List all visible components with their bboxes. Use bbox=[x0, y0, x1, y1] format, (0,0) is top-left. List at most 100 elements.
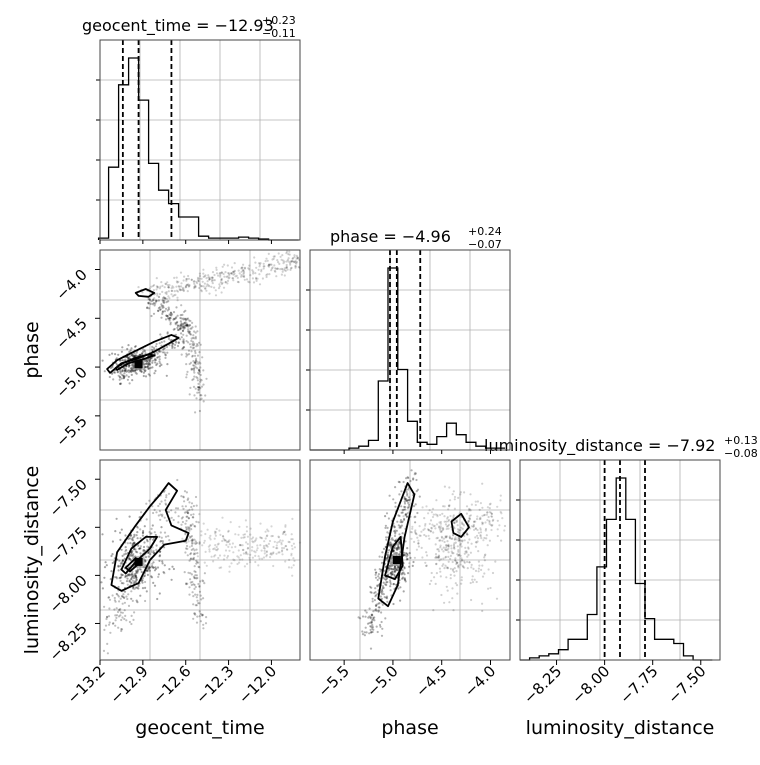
panel-geocent-distance-sample-point bbox=[153, 531, 156, 534]
panel-geocent-distance-sample-point bbox=[209, 534, 212, 537]
panel-geocent-phase-sample-point bbox=[285, 252, 288, 255]
panel-geocent-phase-sample-point bbox=[153, 359, 156, 362]
panel-phase-distance-sample-point bbox=[397, 514, 400, 517]
panel-geocent-phase-sample-point bbox=[196, 385, 200, 389]
panel-geocent-distance-sample-point bbox=[248, 556, 251, 559]
panel-geocent-phase-sample-point bbox=[184, 324, 187, 327]
panel-phase-distance-sample-point bbox=[445, 585, 448, 588]
panel-phase-distance-sample-point bbox=[379, 570, 382, 573]
panel-phase-distance-sample-point bbox=[447, 524, 450, 528]
panel-phase-distance-sample-point bbox=[414, 515, 417, 519]
panel-phase-distance-sample-point bbox=[369, 617, 372, 620]
panel-geocent-distance-sample-point bbox=[135, 569, 138, 573]
panel-geocent-distance-sample-point bbox=[130, 554, 134, 558]
panel-phase-distance-sample-point bbox=[423, 533, 426, 537]
panel-geocent-distance-sample-point bbox=[267, 530, 270, 533]
panel-geocent-phase-sample-point bbox=[191, 326, 194, 329]
panel-geocent-distance-sample-point bbox=[130, 581, 133, 585]
panel-geocent-distance-sample-point bbox=[118, 577, 121, 580]
panel-phase-distance-sample-point bbox=[397, 547, 400, 551]
panel-phase-distance-sample-point bbox=[471, 575, 474, 578]
panel-geocent-phase-sample-point bbox=[258, 263, 261, 266]
panel-geocent-distance-sample-point bbox=[129, 542, 132, 545]
panel-phase-distance-sample-point bbox=[448, 504, 451, 507]
panel-phase-distance-sample-point bbox=[461, 527, 464, 531]
panel-geocent-distance-sample-point bbox=[124, 534, 127, 537]
ylabel-phase: phase bbox=[21, 321, 43, 378]
panel-geocent-distance-sample-point bbox=[283, 530, 286, 533]
panel-phase-distance-sample-point bbox=[474, 503, 477, 507]
panel-geocent-phase-sample-point bbox=[276, 267, 279, 270]
panel-phase-distance-sample-point bbox=[392, 602, 395, 606]
panel-geocent-phase-ytick-label: −5.0 bbox=[52, 363, 90, 401]
panel-geocent-distance-sample-point bbox=[132, 618, 135, 622]
panel-geocent-phase-sample-point bbox=[112, 378, 115, 381]
panel-geocent-phase-sample-point bbox=[296, 257, 299, 260]
panel-geocent-distance-sample-point bbox=[203, 561, 206, 564]
panel-geocent-distance-sample-point bbox=[111, 561, 114, 565]
panel-phase-distance-sample-point bbox=[393, 569, 396, 572]
panel-geocent-distance-sample-point bbox=[121, 554, 124, 558]
panel-phase-distance-sample-point bbox=[375, 609, 378, 612]
panel-geocent-distance-sample-point bbox=[121, 560, 124, 563]
panel-geocent-phase-sample-point bbox=[190, 278, 193, 281]
panel-phase-distance-sample-point bbox=[437, 554, 440, 557]
panel-phase-distance-sample-point bbox=[389, 585, 392, 588]
panel-geocent-distance-sample-point bbox=[152, 566, 155, 569]
panel-geocent-phase-sample-point bbox=[224, 281, 227, 284]
panel-geocent-distance-sample-point bbox=[116, 594, 119, 597]
panel-phase-distance-sample-point bbox=[435, 523, 439, 526]
panel-geocent-phase-sample-point bbox=[198, 274, 202, 278]
panel-phase-distance-sample-point bbox=[402, 590, 405, 593]
panel-geocent-distance-sample-point bbox=[203, 572, 206, 575]
panel-geocent-distance-sample-point bbox=[119, 611, 123, 614]
panel-phase-distance-sample-point bbox=[389, 572, 392, 575]
panel-geocent-phase-sample-point bbox=[181, 347, 184, 350]
panel-geocent-distance-sample-point bbox=[238, 525, 241, 528]
panel-phase-distance-sample-point bbox=[449, 567, 452, 570]
panel-geocent-phase-sample-point bbox=[180, 327, 183, 330]
panel-geocent-distance-sample-point bbox=[181, 505, 184, 508]
panel-phase-distance-sample-point bbox=[473, 528, 476, 532]
panel-geocent-distance-xtick-label: −12.3 bbox=[192, 662, 237, 707]
panel-phase-distance-sample-point bbox=[377, 602, 380, 605]
panel-phase-distance-sample-point bbox=[400, 490, 403, 493]
panel-geocent-phase-sample-point bbox=[187, 328, 190, 331]
panel-phase-distance-sample-point bbox=[381, 592, 384, 596]
panel-geocent-phase-sample-point bbox=[227, 272, 230, 275]
panel-geocent-distance-sample-point bbox=[144, 556, 148, 559]
panel-geocent-phase-sample-point bbox=[183, 275, 186, 278]
panel-phase-distance-sample-point bbox=[455, 538, 458, 541]
panel-geocent-phase-sample-point bbox=[247, 280, 250, 283]
panel-geocent-phase-sample-point bbox=[237, 269, 240, 272]
panel-geocent-distance-sample-point bbox=[130, 577, 133, 580]
panel-geocent-phase-sample-point bbox=[282, 259, 285, 262]
panel-geocent-distance-sample-point bbox=[185, 529, 188, 532]
panel-geocent-phase-sample-point bbox=[284, 269, 287, 272]
panel-geocent-distance-sample-point bbox=[129, 534, 132, 537]
panel-phase-distance-sample-point bbox=[418, 534, 421, 537]
panel-geocent-distance-sample-point bbox=[192, 583, 195, 586]
panel-geocent-distance-sample-point bbox=[167, 492, 171, 495]
panel-phase-distance-sample-point bbox=[371, 627, 374, 630]
panel-geocent-distance-sample-point bbox=[196, 599, 199, 602]
panel-phase-distance-sample-point bbox=[411, 525, 414, 528]
panel-phase-distance-sample-point bbox=[470, 503, 473, 506]
panel-geocent-distance-sample-point bbox=[120, 628, 124, 631]
panel-geocent-phase-sample-point bbox=[199, 362, 202, 365]
panel-phase-distance-sample-point bbox=[466, 533, 469, 536]
panel-geocent-phase-sample-point bbox=[273, 255, 276, 258]
panel-geocent-phase-sample-point bbox=[153, 284, 156, 287]
panel-geocent-distance-sample-point bbox=[220, 566, 223, 569]
panel-geocent-distance-sample-point bbox=[121, 602, 124, 605]
panel-phase-distance-sample-point bbox=[396, 520, 399, 523]
panel-phase-distance-sample-point bbox=[373, 592, 376, 595]
panel-phase-distance-sample-point bbox=[377, 606, 380, 609]
panel-geocent-phase-sample-point bbox=[204, 394, 207, 397]
panel-geocent-phase-sample-point bbox=[202, 272, 205, 275]
panel-geocent-phase-sample-point bbox=[211, 276, 214, 279]
panel-geocent-distance-sample-point bbox=[149, 532, 152, 535]
panel-geocent-phase-sample-point bbox=[208, 276, 211, 279]
panel-geocent-phase-sample-point bbox=[174, 333, 177, 336]
panel-phase-distance-sample-point bbox=[402, 515, 405, 518]
